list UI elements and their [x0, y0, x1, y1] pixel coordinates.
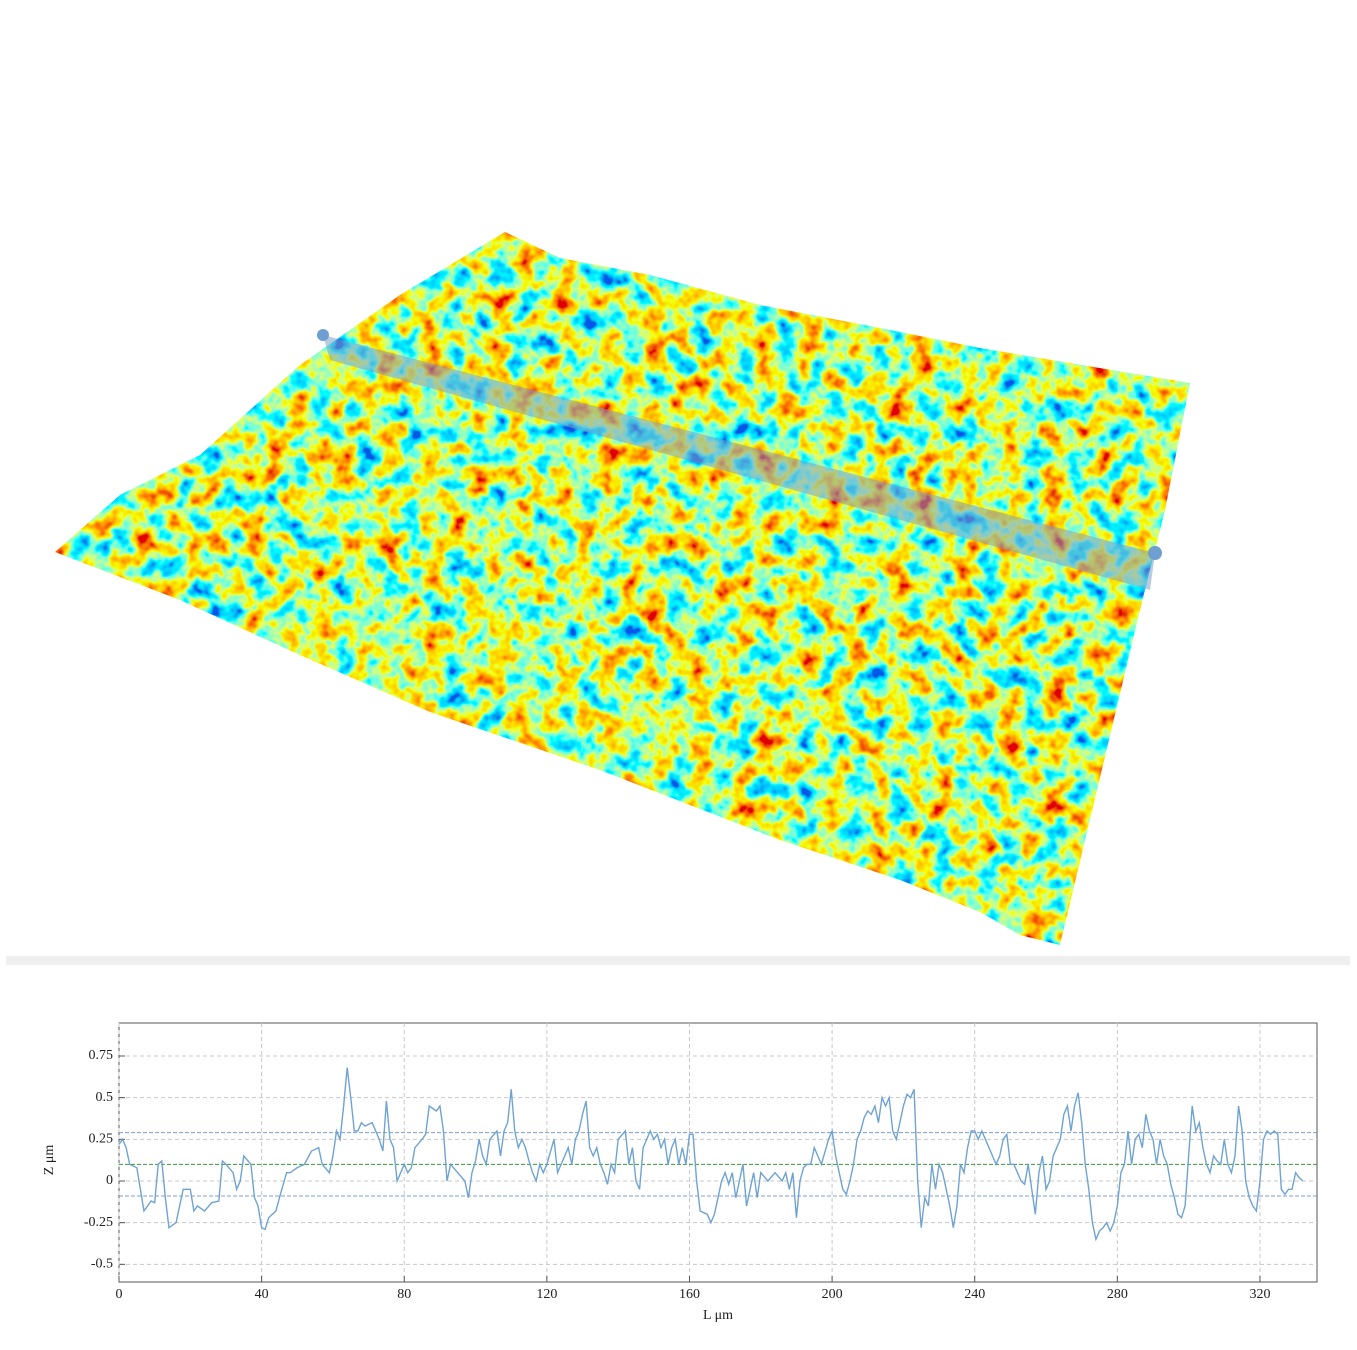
- x-tick-label: 80: [397, 1287, 411, 1302]
- profile-chart: L μm Z μm -0.5 -0.25 0 0.25 0.5 0.75 0 40 80 120 1…: [42, 1022, 1318, 1323]
- x-tick-label: 320: [1249, 1287, 1270, 1302]
- y-tick-label: -0.25: [84, 1215, 113, 1230]
- y-tick-label: 0.5: [96, 1090, 114, 1105]
- x-tick-label: 200: [822, 1287, 843, 1302]
- x-tick-label: 160: [679, 1287, 700, 1302]
- plot-frame: [118, 1022, 1318, 1283]
- profile-line: [118, 1067, 1304, 1242]
- x-axis-label: L μm: [703, 1308, 733, 1323]
- x-tick-label: 40: [255, 1287, 269, 1302]
- y-tick-label: 0: [106, 1173, 113, 1188]
- y-tick-label: 0.75: [89, 1048, 114, 1063]
- separator: [6, 956, 1350, 965]
- y-tick-label: -0.5: [91, 1257, 113, 1272]
- x-tick-label: 120: [536, 1287, 557, 1302]
- surface-3d: [55, 232, 1190, 945]
- x-tick-label: 240: [964, 1287, 985, 1302]
- y-tick-label: 0.25: [89, 1132, 114, 1147]
- x-tick-label: 0: [116, 1287, 123, 1302]
- y-axis-label: Z μm: [42, 1145, 57, 1176]
- x-tick-label: 280: [1107, 1287, 1128, 1302]
